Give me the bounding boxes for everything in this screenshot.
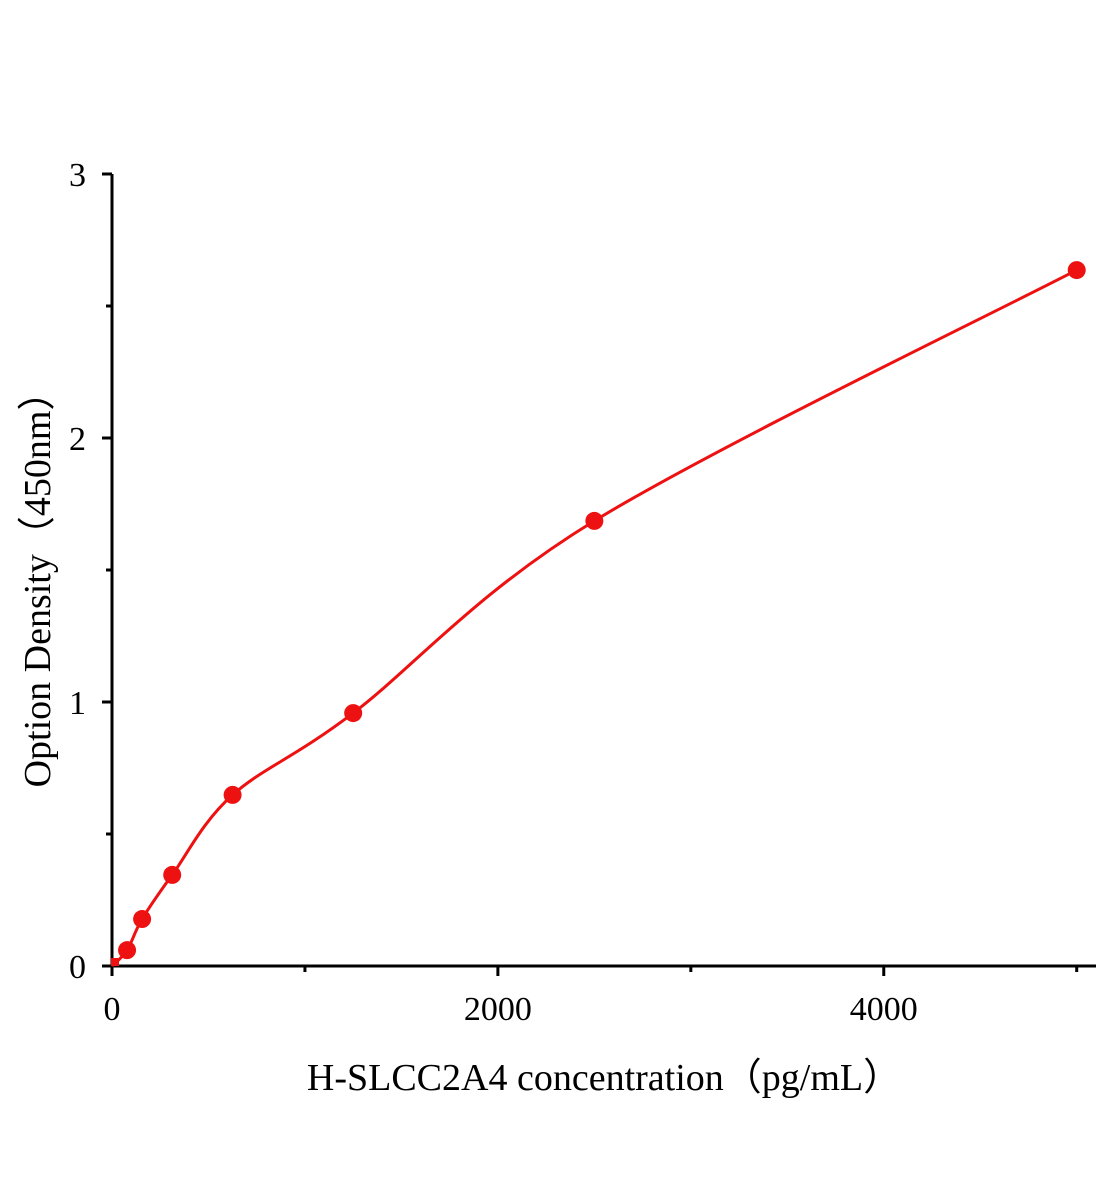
y-tick-label: 3 [69, 157, 86, 194]
data-point [585, 511, 604, 530]
x-tick-label: 2000 [464, 991, 532, 1028]
data-point [133, 910, 152, 929]
axes: 0 2000 4000 0 1 2 3 [69, 157, 1096, 1028]
data-points [111, 261, 1086, 966]
fit-curve-group [110, 268, 1078, 968]
y-axis-label: Option Density（450nm） [17, 373, 59, 788]
data-point [163, 865, 182, 884]
data-point [344, 704, 363, 723]
data-point [118, 941, 137, 960]
y-tick-label: 1 [69, 685, 86, 722]
x-axis-label: H-SLCC2A4 concentration（pg/mL） [307, 1057, 901, 1099]
x-tick-label: 4000 [850, 991, 918, 1028]
y-tick-label: 2 [69, 421, 86, 458]
data-point [1067, 261, 1086, 280]
y-tick-label: 0 [69, 949, 86, 986]
data-point [223, 785, 242, 804]
x-tick-label: 0 [104, 991, 121, 1028]
data-point [111, 958, 119, 966]
fit-curve [110, 268, 1078, 968]
